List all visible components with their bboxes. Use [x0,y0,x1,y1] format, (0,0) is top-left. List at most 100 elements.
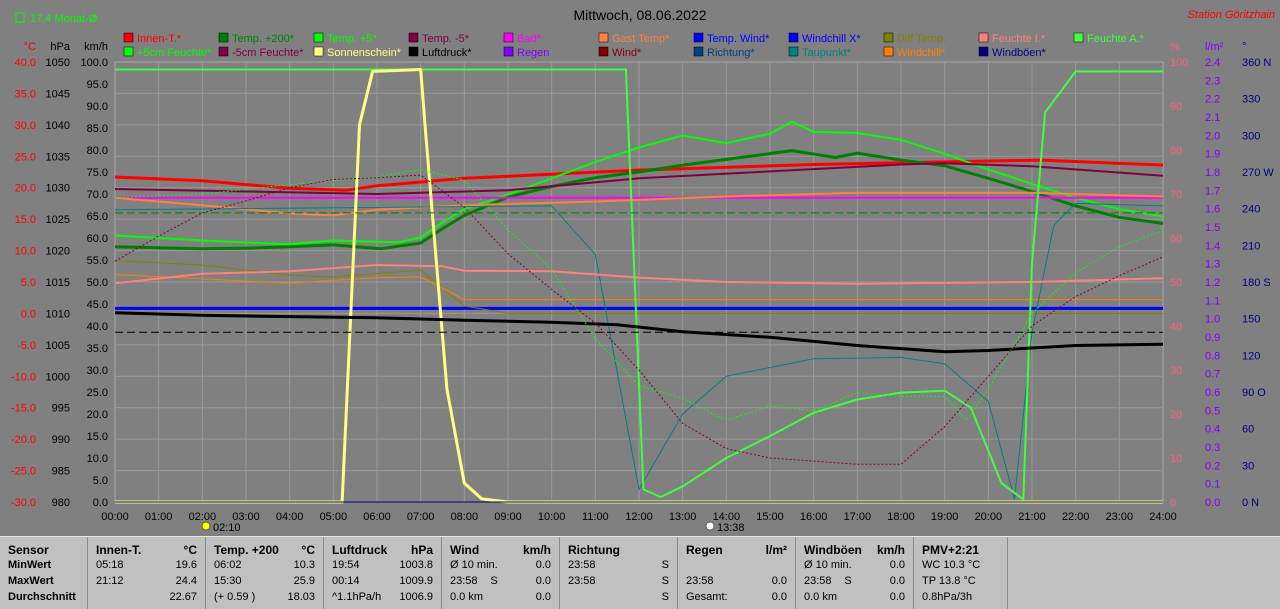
direction-tick-label: 330 [1242,94,1260,106]
series-line-temp-200 [114,149,1164,251]
stats-row: 23:58 S 0.0 [450,575,551,589]
legend-swatch [883,46,894,57]
stats-row: 21:12 24.4 [96,575,197,589]
stats-column: Regen l/m² 23:58 0.0 Gesamt: 0.0 [678,537,796,609]
legend-label: Windchill* [897,47,946,59]
legend-swatch [788,32,799,43]
pressure-tick-label: 1020 [46,246,70,258]
legend-label: Temp. +200* [232,33,295,45]
pressure-tick-label: 1015 [46,277,70,289]
legend-swatch [313,32,324,43]
wind-tick-label: 15.0 [87,431,108,443]
stats-row: 15:30 25.9 [214,575,315,589]
temp-tick-label: -20.0 [11,434,36,446]
temp-tick-label: 40.0 [15,57,36,69]
wind-tick-label: 0.0 [93,497,108,509]
stats-row: 00:14 1009.9 [332,575,433,589]
legend-label: Gast Temp* [612,33,670,45]
wind-tick-label: 65.0 [87,211,108,223]
x-tick-label: 10:00 [538,511,566,523]
x-tick-label: 17:00 [844,511,872,523]
x-tick-label: 00:00 [101,511,129,523]
stats-cell: TP 13.8 °C [922,575,976,587]
direction-tick-label: 180 S [1242,277,1271,289]
humidity-tick-label: 70 [1170,189,1182,201]
x-tick-label: 01:00 [145,511,173,523]
wind-tick-label: 75.0 [87,167,108,179]
x-tick-label: 07:00 [407,511,435,523]
stats-row: 05:18 19.6 [96,559,197,573]
temp-tick-label: 20.0 [15,183,36,195]
stats-row: ^1.1hPa/h 1006.9 [332,591,433,605]
series-line-diff-temp- [114,260,1163,314]
legend-swatch [693,32,704,43]
legend-label: Feuchte I.* [992,33,1046,45]
x-tick-label: 13:00 [669,511,697,523]
stats-cell: 23:58 [686,575,714,587]
humidity-tick-label: 80 [1170,145,1182,157]
legend-swatch [788,46,799,57]
temp-tick-label: 0.0 [21,308,36,320]
x-tick-label: 19:00 [931,511,959,523]
x-tick-label: 20:00 [975,511,1003,523]
stats-row: (+ 0.59 ) 18.03 [214,591,315,605]
legend-swatch [978,46,989,57]
stats-column: Luftdruck hPa 19:54 1003.8 00:14 1009.9 ^1.1hP… [324,537,442,609]
stats-cell: 0.0 [771,591,787,603]
wind-tick-label: 80.0 [87,145,108,157]
stats-row: Ø 10 min. 0.0 [450,559,551,573]
temp-tick-label: 15.0 [15,214,36,226]
stats-column: Richtung 23:58 S 23:58 S S [560,537,678,609]
rain-tick-label: 1.1 [1205,295,1220,307]
stats-header-unit: °C [183,543,197,557]
legend-label: Innen-T.* [137,33,182,45]
stats-header: Wind km/h [450,543,551,557]
legend-label: Feuchte A.* [1087,33,1145,45]
series-line-sonnenschein [115,68,1163,504]
direction-tick-label: 240 [1242,204,1260,216]
x-tick-label: 08:00 [451,511,479,523]
rain-tick-label: 1.4 [1205,240,1220,252]
legend-label: Luftdruck* [422,47,472,59]
direction-tick-label: 210 [1242,240,1260,252]
series-line-temp-5 [114,120,1164,246]
direction-tick-label: 360 N [1242,57,1271,69]
direction-tick-label: 0 N [1242,497,1259,509]
rain-tick-label: 1.9 [1205,149,1220,161]
stats-row: TP 13.8 °C [922,575,999,589]
pressure-tick-label: 980 [52,497,70,509]
wind-tick-label: 90.0 [87,101,108,113]
series-lines [114,68,1164,504]
direction-tick-label: 60 [1242,424,1254,436]
legend-label: Regen [517,47,549,59]
legend-swatch [123,46,134,57]
stats-cell: Ø 10 min. [804,559,852,571]
wind-tick-label: 60.0 [87,233,108,245]
legend-label: Bad* [517,33,542,45]
stats-column: Innen-T. °C 05:18 19.6 21:12 24.4 22.67 [88,537,206,609]
legend-swatch [883,32,894,43]
stats-cell: 10.3 [293,559,315,571]
moon-event-1: 02:10 [213,522,241,534]
x-tick-label: 06:00 [363,511,391,523]
stats-cell: Gesamt: [686,591,728,603]
temp-tick-label: -5.0 [17,340,36,352]
rain-tick-label: 1.5 [1205,222,1220,234]
stats-header-unit: l/m² [765,543,787,557]
stats-cell: Durchschnitt [8,591,76,603]
x-tick-label: 04:00 [276,511,304,523]
stats-header-label: Innen-T. [96,543,142,557]
wind-tick-label: 95.0 [87,79,108,91]
stats-row: MaxWert [8,575,79,589]
stats-cell: 0.0 [535,591,551,603]
stats-cell: 0.0 [889,591,905,603]
legend-swatch [978,32,989,43]
rain-tick-label: 0.7 [1205,369,1220,381]
legend-label: Sonnenschein* [327,47,402,59]
rain-tick-label: 2.1 [1205,112,1220,124]
legend-swatch [218,46,229,57]
temp-tick-label: 10.0 [15,246,36,258]
stats-cell: Ø 10 min. [450,559,498,571]
stats-row: Durchschnitt [8,591,79,605]
stats-cell: MinWert [8,559,52,571]
